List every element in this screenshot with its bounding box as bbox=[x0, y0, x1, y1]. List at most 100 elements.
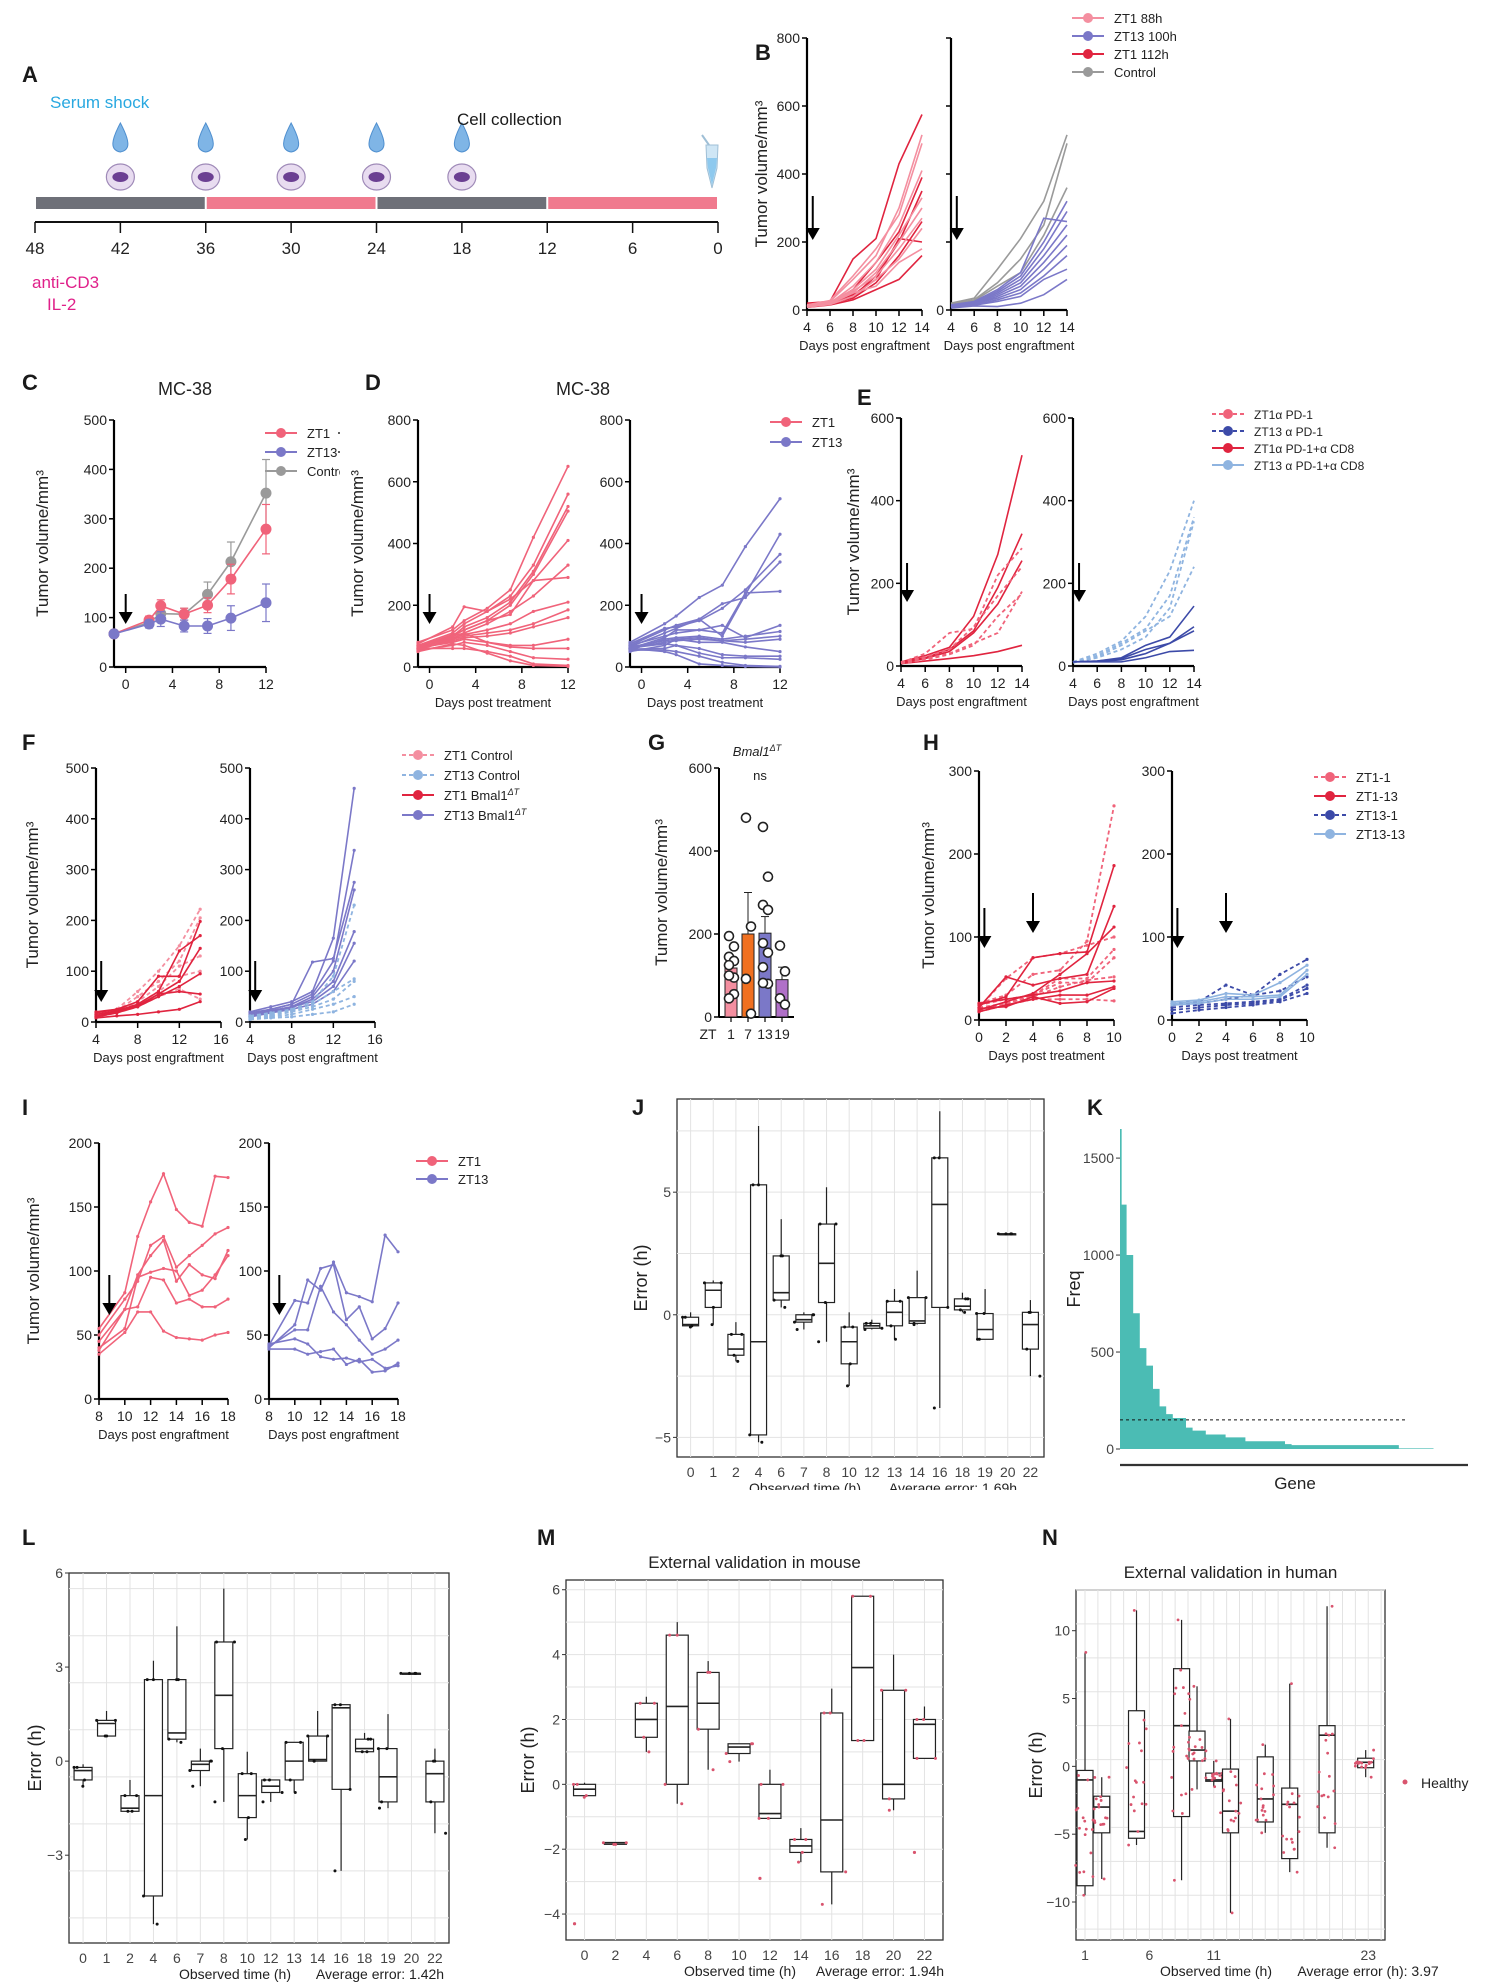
data-point bbox=[1333, 1846, 1337, 1850]
y-tick-label: 4 bbox=[552, 1647, 560, 1663]
series-line bbox=[1072, 500, 1195, 663]
x-tick-label: 8 bbox=[95, 1408, 103, 1424]
x-tick-label: 7 bbox=[800, 1464, 808, 1480]
cells-icon bbox=[197, 172, 214, 182]
data-point bbox=[1184, 1792, 1188, 1796]
box bbox=[167, 1679, 187, 1740]
data-point bbox=[1297, 1794, 1301, 1798]
data-point bbox=[485, 609, 489, 614]
data-point bbox=[135, 1794, 139, 1798]
data-point bbox=[778, 657, 782, 661]
series-line bbox=[806, 227, 923, 308]
y-tick-label: 200 bbox=[66, 912, 90, 928]
data-point bbox=[331, 974, 335, 978]
series-line bbox=[806, 248, 923, 308]
data-point bbox=[331, 959, 335, 963]
data-point bbox=[1305, 963, 1309, 967]
data-point bbox=[280, 1790, 284, 1794]
x-tick-label: 1 bbox=[709, 1464, 717, 1480]
data-point bbox=[1305, 983, 1309, 987]
data-point bbox=[1214, 1759, 1218, 1763]
data-point bbox=[1330, 1604, 1334, 1608]
x-tick-label: 0 bbox=[426, 676, 434, 692]
data-point bbox=[1224, 1003, 1228, 1007]
y-tick-label: 6 bbox=[552, 1582, 560, 1598]
data-point bbox=[674, 614, 678, 618]
data-point bbox=[566, 637, 570, 641]
legend-marker bbox=[1325, 829, 1335, 839]
box bbox=[143, 1679, 164, 1897]
data-point bbox=[1185, 1754, 1189, 1758]
series-line bbox=[95, 990, 201, 1014]
data-point bbox=[1099, 1823, 1103, 1827]
x-tick-label: 4 bbox=[1069, 675, 1077, 691]
data-point bbox=[778, 634, 782, 638]
data-point bbox=[1237, 1811, 1241, 1815]
box bbox=[1318, 1725, 1336, 1834]
data-point bbox=[904, 1688, 908, 1692]
x-tick-label: 10 bbox=[1013, 319, 1029, 335]
x-tick-label: 4 bbox=[947, 319, 955, 335]
data-point bbox=[136, 1005, 140, 1009]
series-line bbox=[978, 980, 1115, 1005]
x-tick-label: 12 bbox=[864, 1464, 880, 1480]
data-point bbox=[149, 1243, 153, 1247]
data-point bbox=[1004, 975, 1008, 979]
data-point bbox=[674, 649, 678, 654]
y-tick-label: 100 bbox=[69, 1263, 93, 1279]
x-axis-title: Days post treatment bbox=[647, 695, 764, 710]
data-point bbox=[1136, 1830, 1140, 1833]
data-point bbox=[1292, 1801, 1296, 1805]
chart-title: Bmal1ΔT bbox=[733, 743, 783, 759]
data-point bbox=[1112, 925, 1116, 929]
data-point bbox=[778, 649, 782, 654]
x-tick-label: 20 bbox=[886, 1947, 902, 1963]
data-point bbox=[663, 642, 667, 646]
data-point bbox=[964, 1297, 968, 1301]
x-tick-label: 4 bbox=[1222, 1029, 1230, 1045]
x-axis-title: Days post engraftment bbox=[799, 338, 930, 353]
data-point bbox=[485, 651, 489, 655]
data-point bbox=[720, 623, 724, 627]
y-tick-label: 100 bbox=[239, 1263, 263, 1279]
data-point bbox=[1074, 1864, 1078, 1867]
data-point bbox=[1197, 1008, 1201, 1012]
data-point bbox=[200, 1288, 204, 1292]
data-point bbox=[1058, 1001, 1062, 1005]
y-tick-label: 0 bbox=[99, 659, 107, 675]
data-point bbox=[1326, 1795, 1330, 1799]
data-point bbox=[757, 821, 769, 833]
data-point bbox=[1140, 1749, 1143, 1753]
data-point bbox=[1179, 1668, 1183, 1672]
data-point bbox=[757, 977, 769, 989]
serum-drop-icon bbox=[197, 121, 214, 153]
data-point bbox=[1144, 1802, 1148, 1806]
x-tick-label: 12 bbox=[560, 676, 576, 692]
data-point bbox=[1281, 1834, 1285, 1838]
data-point bbox=[1285, 1837, 1289, 1841]
data-point bbox=[175, 1678, 179, 1682]
data-point bbox=[1219, 1811, 1222, 1815]
x-tick-label: 8 bbox=[1276, 1029, 1284, 1045]
data-point bbox=[299, 1740, 303, 1744]
data-point bbox=[1372, 1757, 1375, 1760]
data-point bbox=[123, 1794, 127, 1798]
box bbox=[378, 1747, 398, 1803]
data-point bbox=[1251, 1003, 1255, 1007]
data-point bbox=[566, 538, 570, 543]
y-tick-label: 400 bbox=[689, 843, 713, 859]
data-point bbox=[1290, 1792, 1294, 1796]
y-tick-label: 1000 bbox=[1083, 1247, 1114, 1263]
data-point bbox=[209, 1759, 213, 1763]
serum-drop-icon bbox=[112, 121, 129, 153]
x-tick-label: 23 bbox=[1360, 1947, 1376, 1963]
data-point bbox=[697, 628, 701, 632]
timeline-dark-phase bbox=[377, 197, 547, 209]
data-point bbox=[1183, 1711, 1187, 1715]
data-point bbox=[1025, 1347, 1029, 1351]
data-point bbox=[429, 1800, 433, 1804]
data-point bbox=[719, 1281, 723, 1285]
data-point bbox=[1261, 1813, 1265, 1817]
data-point bbox=[369, 1737, 373, 1741]
data-point bbox=[1288, 1805, 1291, 1809]
